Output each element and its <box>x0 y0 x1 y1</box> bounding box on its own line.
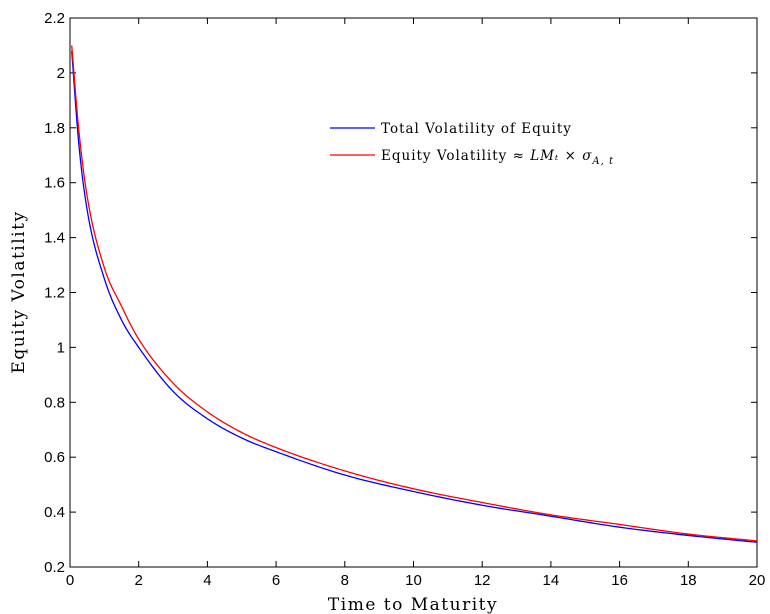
x-tick-label-9: 18 <box>680 572 697 589</box>
series-line-1 <box>71 45 758 542</box>
y-tick-label-9: 2 <box>57 65 65 82</box>
legend: Total Volatility of Equity Equity Volati… <box>330 121 614 167</box>
legend-label-equity-volatility-subscript: A, t <box>591 156 614 167</box>
axis-ticks <box>69 17 758 568</box>
y-tick-label-5: 1.2 <box>44 285 65 302</box>
y-tick-label-3: 0.8 <box>44 394 65 411</box>
x-axis-label: Time to Maturity <box>328 595 498 614</box>
y-tick-label-2: 0.6 <box>44 449 65 466</box>
x-tick-label-1: 2 <box>135 572 143 589</box>
legend-label-total-volatility: Total Volatility of Equity <box>381 121 572 137</box>
x-tick-label-10: 20 <box>749 572 766 589</box>
legend-label-equity-volatility-math: LMₜ × σ <box>529 148 592 164</box>
y-tick-label-8: 1.8 <box>44 120 65 137</box>
y-tick-label-10: 2.2 <box>44 10 65 27</box>
axis-tick-labels: 0 2 4 6 8 10 12 14 16 18 20 0.2 0.4 0.6 0.8 1 1.2 1.4 1.6 1… <box>44 10 765 589</box>
x-tick-label-4: 8 <box>341 572 349 589</box>
x-tick-label-8: 16 <box>611 572 628 589</box>
x-tick-label-2: 4 <box>203 572 211 589</box>
y-tick-label-1: 0.4 <box>44 504 65 521</box>
x-tick-label-7: 14 <box>543 572 560 589</box>
x-tick-label-5: 10 <box>405 572 422 589</box>
y-tick-label-6: 1.4 <box>44 230 65 247</box>
y-tick-label-4: 1 <box>57 339 65 356</box>
series-lines <box>71 45 758 543</box>
y-axis-label: Equity Volatility <box>9 210 29 373</box>
x-tick-label-3: 6 <box>272 572 280 589</box>
legend-label-equity-volatility: Equity Volatility ≈ LMₜ × σA, t <box>381 148 614 167</box>
series-line-0 <box>71 50 758 543</box>
x-tick-label-0: 0 <box>66 572 74 589</box>
legend-label-equity-volatility-prefix: Equity Volatility ≈ <box>381 148 530 164</box>
x-tick-label-6: 12 <box>474 572 491 589</box>
y-tick-label-7: 1.6 <box>44 175 65 192</box>
plot-area <box>69 17 758 568</box>
y-tick-label-0: 0.2 <box>44 559 65 576</box>
